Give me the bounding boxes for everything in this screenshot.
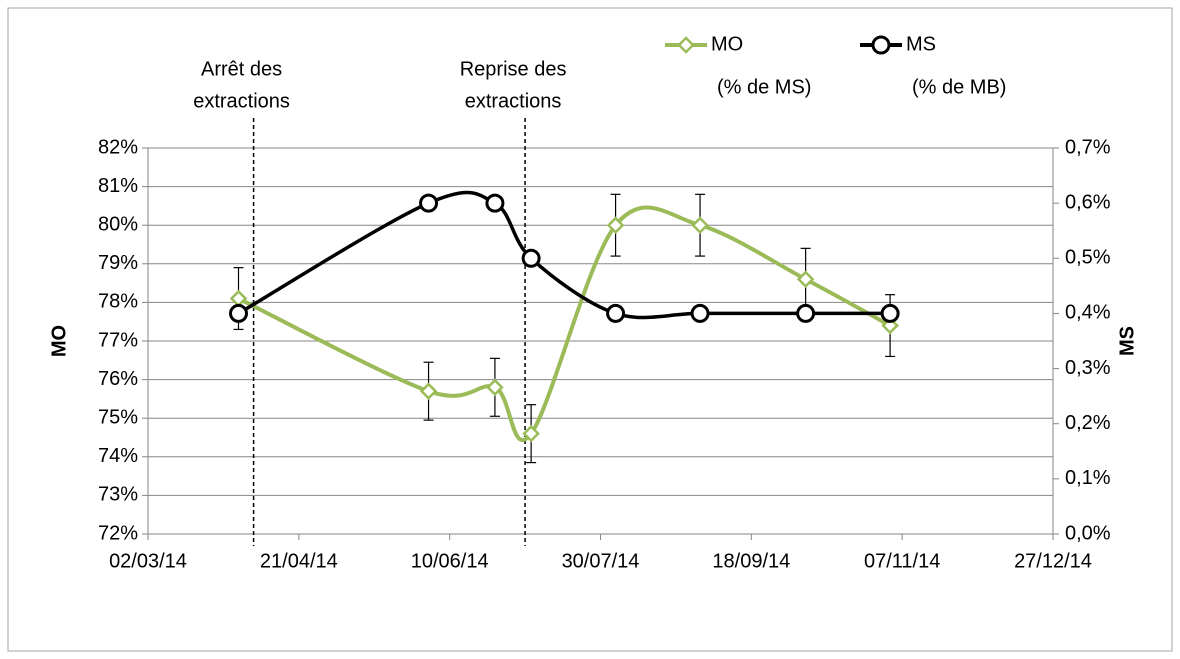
marker xyxy=(796,270,815,289)
y2-tick-label: 0,5% xyxy=(1065,247,1111,269)
series-line xyxy=(237,190,891,320)
y-tick-label: 74% xyxy=(98,445,138,467)
annotation-text: extractions xyxy=(193,90,290,112)
y2-tick-label: 0,2% xyxy=(1065,412,1111,434)
marker xyxy=(606,216,625,234)
annotation-text: extractions xyxy=(465,90,562,112)
legend-marker xyxy=(677,36,695,54)
x-tick-label: 27/12/14 xyxy=(1014,550,1092,572)
marker xyxy=(419,382,438,400)
y2-tick-label: 0,7% xyxy=(1065,136,1111,158)
marker xyxy=(229,303,248,323)
x-tick-label: 07/11/14 xyxy=(864,550,940,572)
legend-label: MS xyxy=(906,33,936,55)
annotation-text: Arrêt des xyxy=(201,58,282,80)
annotation-text: Reprise des xyxy=(460,58,567,80)
legend-sublabel: (% de MB) xyxy=(912,76,1006,98)
chart-frame xyxy=(7,7,1173,652)
y-axis-label: MO xyxy=(48,325,70,357)
legend-label: MO xyxy=(711,33,743,55)
x-tick-label: 30/07/14 xyxy=(562,550,640,572)
marker xyxy=(521,248,541,268)
marker xyxy=(486,378,504,397)
marker xyxy=(606,303,626,323)
marker xyxy=(419,193,439,213)
y-tick-label: 77% xyxy=(98,329,138,351)
y2-tick-label: 0,4% xyxy=(1065,302,1111,324)
marker xyxy=(522,424,540,443)
marker xyxy=(796,303,816,323)
y-tick-label: 78% xyxy=(98,291,138,313)
y2-axis-label: MS xyxy=(1116,326,1138,356)
x-tick-label: 10/06/14 xyxy=(411,550,489,572)
y-tick-label: 73% xyxy=(98,484,138,506)
y2-tick-label: 0,1% xyxy=(1065,467,1111,489)
y-tick-label: 76% xyxy=(98,368,138,390)
marker xyxy=(485,193,505,213)
legend-marker xyxy=(871,35,891,55)
y2-tick-label: 0,6% xyxy=(1065,191,1111,213)
y2-tick-label: 0,0% xyxy=(1065,522,1111,544)
marker xyxy=(880,303,900,323)
marker xyxy=(690,303,710,323)
marker xyxy=(691,216,709,234)
y-tick-label: 81% xyxy=(98,175,138,197)
y-tick-label: 75% xyxy=(98,406,138,428)
x-tick-label: 02/03/14 xyxy=(109,550,187,572)
y-tick-label: 72% xyxy=(98,522,138,544)
y-tick-label: 80% xyxy=(98,213,138,235)
y2-tick-label: 0,3% xyxy=(1065,357,1111,379)
legend-sublabel: (% de MS) xyxy=(717,76,811,98)
y-tick-label: 82% xyxy=(98,136,138,158)
x-tick-label: 18/09/14 xyxy=(712,550,790,572)
y-tick-label: 79% xyxy=(98,252,138,274)
x-tick-label: 21/04/14 xyxy=(260,550,338,572)
